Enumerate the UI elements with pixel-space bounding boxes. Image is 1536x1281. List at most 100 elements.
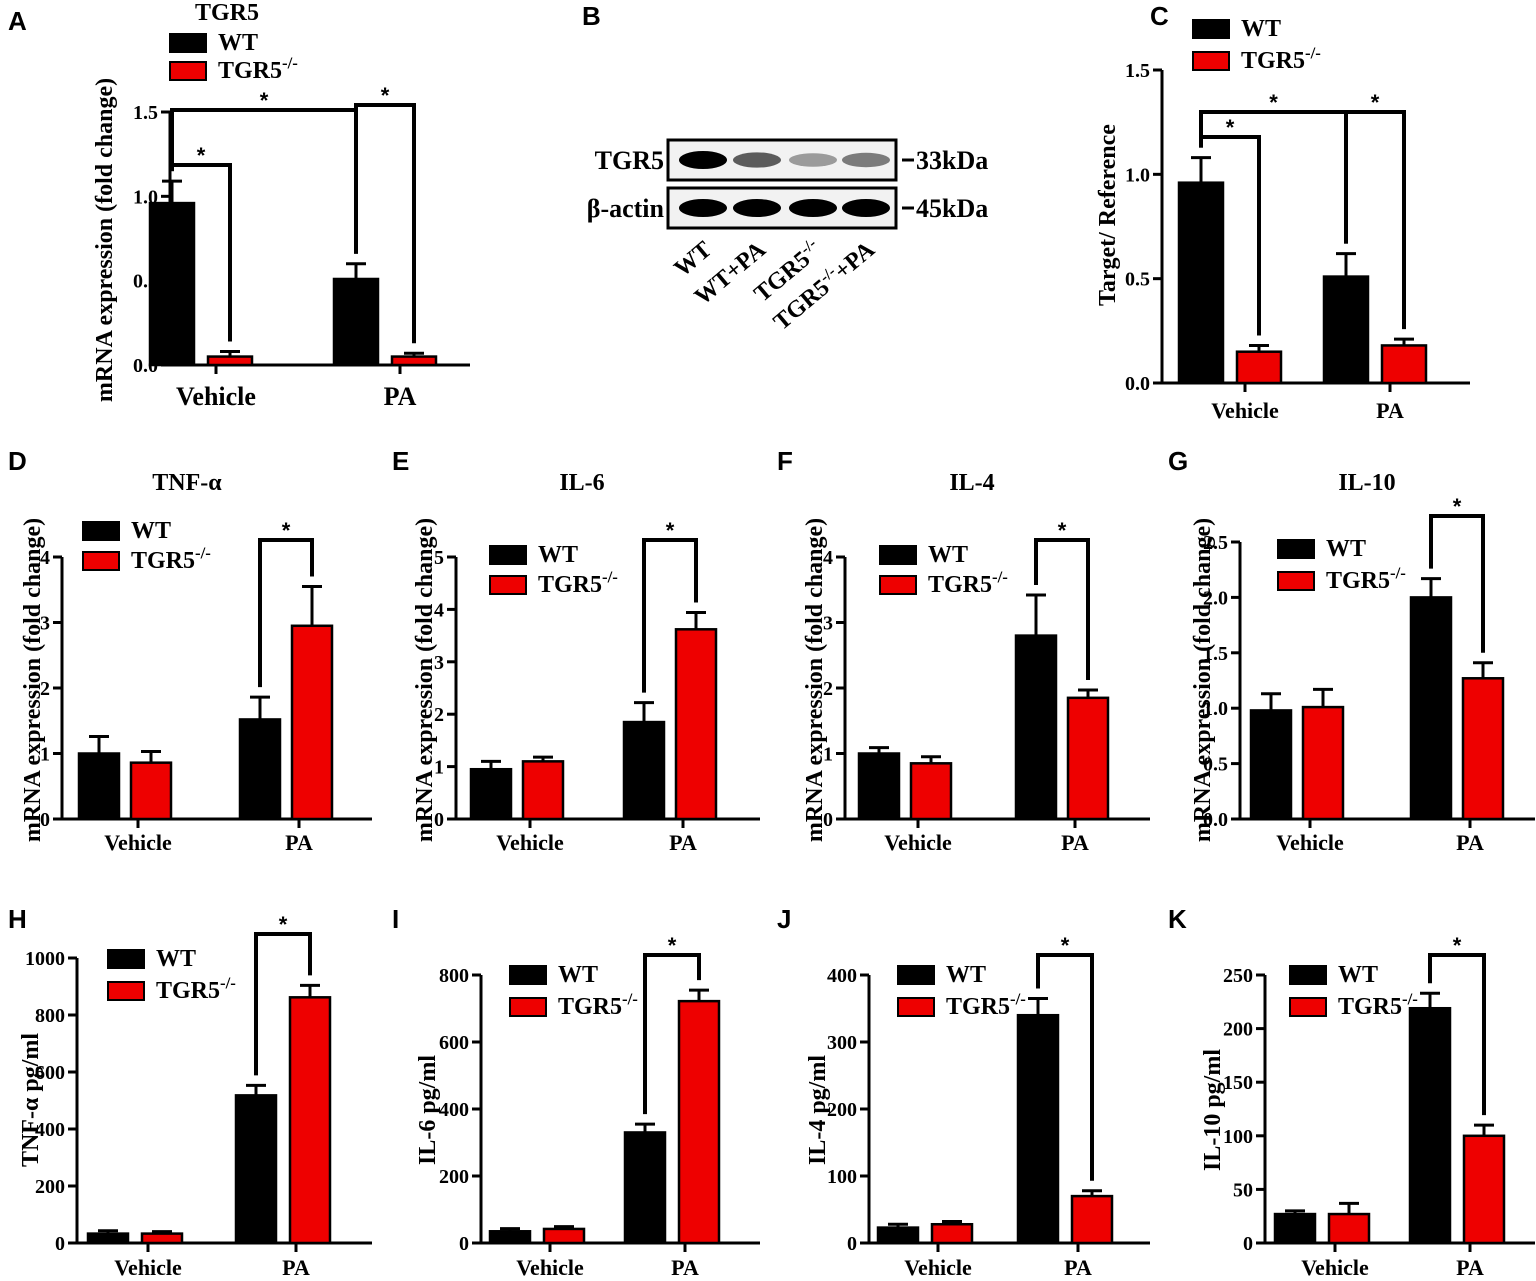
- x-tick-label: PA: [1061, 830, 1089, 855]
- legend-ko-superscript: -/-: [1390, 563, 1406, 582]
- legend-wt-label: WT: [928, 542, 968, 568]
- legend-ko-swatch: [1277, 571, 1315, 591]
- y-axis-label: IL-10 pg/ml: [1200, 1049, 1226, 1171]
- y-tick-label: 0: [55, 1233, 65, 1255]
- y-tick-label: 4: [823, 547, 833, 569]
- y-tick-label: 2.0: [1203, 587, 1228, 609]
- legend-ko-label: TGR5-/-: [946, 989, 1026, 1020]
- legend-ko-swatch: [1192, 51, 1230, 71]
- panel-h: H TNF-α pg/ml 0 200 400 600 800 1000 Vehicle PA WT…: [8, 904, 372, 1280]
- panel-letter: I: [392, 904, 399, 934]
- y-axis-label: TNF-α pg/ml: [18, 1033, 44, 1167]
- y-tick-label: 5: [434, 547, 444, 569]
- chart-title: TGR5: [195, 0, 259, 26]
- y-axis-label: mRNA expression (fold change): [20, 518, 46, 842]
- legend-wt-swatch: [82, 521, 120, 541]
- y-tick-label: 3: [40, 613, 50, 635]
- y-axis-label: Target/ Reference: [1095, 124, 1121, 306]
- legend-ko-text: TGR5: [1338, 994, 1402, 1020]
- y-tick-label: 400: [827, 965, 857, 987]
- legend-ko-superscript: -/-: [220, 973, 236, 992]
- legend-ko-text: TGR5: [1326, 568, 1390, 594]
- y-tick-label: 0: [847, 1233, 857, 1255]
- bar-tgr5-ko: [1066, 696, 1110, 821]
- legend-ko-swatch: [1289, 997, 1327, 1017]
- panel-letter: J: [777, 904, 791, 934]
- panel-letter: A: [8, 6, 27, 36]
- legend-ko-swatch: [82, 551, 120, 571]
- bar-wt: [238, 718, 282, 821]
- significance-star: *: [1226, 115, 1235, 140]
- bar-tgr5-ko: [674, 628, 718, 821]
- significance-star: *: [1453, 933, 1462, 958]
- significance-star: *: [666, 518, 675, 543]
- legend-wt-swatch: [1289, 965, 1327, 985]
- chart-title: IL-10: [1338, 470, 1395, 496]
- blot-band: [789, 153, 837, 167]
- y-tick-label: 1.0: [1203, 698, 1228, 720]
- bar-wt: [1408, 1006, 1452, 1245]
- y-tick-label: 0.5: [1203, 754, 1228, 776]
- y-tick-label: 0.0: [1125, 373, 1150, 395]
- chart-title: TNF-α: [152, 470, 222, 496]
- legend-ko-label: TGR5-/-: [558, 989, 638, 1020]
- x-tick-label: Vehicle: [1276, 830, 1344, 855]
- y-tick-label: 3: [434, 652, 444, 674]
- bar-tgr5-ko: [542, 1227, 586, 1245]
- y-tick-label: 2.5: [1203, 532, 1228, 554]
- y-tick-label: 2: [434, 704, 444, 726]
- panel-f: F IL-4 mRNA expression (fold change)0 1 2 3 4 V…: [777, 446, 1150, 855]
- x-tick-label: Vehicle: [104, 830, 172, 855]
- x-tick-label: PA: [1376, 398, 1404, 423]
- x-tick-label: PA: [384, 382, 417, 411]
- bar-wt: [86, 1232, 130, 1245]
- blot-band: [679, 151, 727, 169]
- legend-ko-label: TGR5-/-: [131, 543, 211, 574]
- significance-star: *: [1269, 90, 1278, 115]
- panel-letter: C: [1150, 1, 1169, 31]
- legend-ko-swatch: [489, 575, 527, 595]
- y-tick-label: 0: [434, 809, 444, 831]
- x-tick-label: PA: [285, 830, 313, 855]
- bar-wt: [622, 720, 666, 821]
- significance-star: *: [668, 933, 677, 958]
- y-tick-label: 600: [35, 1062, 65, 1084]
- bar-wt: [77, 752, 121, 821]
- significance-bracket: [1036, 953, 1094, 1181]
- y-tick-label: 1: [823, 744, 833, 766]
- y-tick-label: 3: [823, 613, 833, 635]
- legend-ko-superscript: -/-: [195, 543, 211, 562]
- blot-kda-label: 45kDa: [916, 194, 988, 223]
- y-tick-label: 250: [1223, 965, 1253, 987]
- legend-ko-swatch: [879, 575, 917, 595]
- x-tick-label: Vehicle: [114, 1255, 182, 1280]
- y-tick-label: 100: [827, 1166, 857, 1188]
- bar-tgr5-ko: [1380, 344, 1428, 385]
- bar-tgr5-ko: [1327, 1212, 1371, 1245]
- panel-g: G IL-10 mRNA expression (fold change)0.0 0.…: [1168, 446, 1535, 855]
- bar-tgr5-ko: [290, 624, 334, 821]
- significance-star: *: [1061, 933, 1070, 958]
- x-tick-label: Vehicle: [496, 830, 564, 855]
- bar-wt: [623, 1131, 667, 1245]
- y-axis-label: mRNA expression (fold change): [802, 518, 828, 842]
- y-tick-label: 1.5: [1125, 60, 1150, 82]
- y-axis-label: mRNA expression (fold change): [1190, 518, 1216, 842]
- legend-ko-superscript: -/-: [282, 53, 298, 72]
- blot-kda-label: 33kDa: [916, 146, 988, 175]
- legend-ko-superscript: -/-: [992, 567, 1008, 586]
- y-tick-label: 0.0: [1203, 809, 1228, 831]
- chart-title: IL-4: [949, 470, 994, 496]
- y-tick-label: 600: [439, 1032, 469, 1054]
- bar-tgr5-ko: [1301, 705, 1345, 821]
- legend-wt-label: WT: [1338, 962, 1378, 988]
- blot-band: [733, 152, 781, 168]
- significance-star: *: [260, 88, 269, 113]
